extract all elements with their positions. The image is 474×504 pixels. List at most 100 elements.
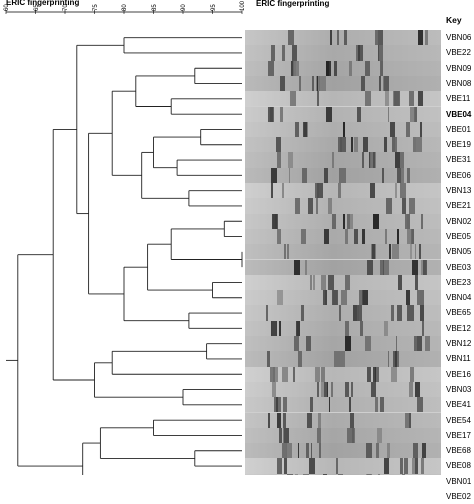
gel-band <box>406 213 411 229</box>
gel-band <box>331 213 336 229</box>
gel-band <box>407 305 414 321</box>
gel-band <box>295 121 299 138</box>
gel-band <box>424 30 428 46</box>
gel-band <box>271 167 278 183</box>
gel-band <box>365 443 373 459</box>
gel-band <box>417 397 424 413</box>
gel-band <box>338 473 344 475</box>
gel-band <box>344 336 351 352</box>
gel-band <box>412 259 418 275</box>
gel-band <box>286 473 293 475</box>
sample-key-label: VBN11 <box>446 354 471 364</box>
sample-key-label: VBE02 <box>446 492 471 501</box>
gel-band <box>400 152 405 168</box>
sample-key-label: VBN03 <box>446 384 472 394</box>
sample-key-label: VBN12 <box>446 339 472 348</box>
gel-band <box>379 75 381 92</box>
gel-band <box>350 381 354 398</box>
gel-band <box>370 244 377 260</box>
gel-band <box>411 228 414 245</box>
gel-band <box>394 91 401 107</box>
gel-band <box>316 91 320 107</box>
scale-title: ERIC fingerprinting <box>6 0 80 7</box>
gel-band <box>380 259 385 275</box>
gel-band <box>407 167 411 183</box>
gel-band <box>295 198 300 214</box>
gel-band <box>279 106 284 122</box>
gel-lane <box>245 198 441 214</box>
gel-band <box>281 183 285 199</box>
gel-band <box>399 183 407 199</box>
gel-band <box>334 351 341 367</box>
gel-band <box>269 366 276 382</box>
gel-band <box>405 121 411 138</box>
gel-band <box>360 75 366 92</box>
gel-band <box>283 397 288 413</box>
gel-band <box>345 274 350 291</box>
gel-band <box>420 458 424 474</box>
gel-band <box>356 106 362 122</box>
gel-band <box>392 137 396 153</box>
gel-band <box>290 60 294 76</box>
gel-lane <box>245 397 441 413</box>
gel-lane <box>245 290 441 306</box>
gel-band <box>337 30 340 46</box>
gel-band <box>414 274 419 291</box>
sample-key-label: VBN06 <box>446 33 472 42</box>
sample-key-label: VBN08 <box>446 78 472 88</box>
sample-key-label: VBE17 <box>446 430 471 440</box>
gel-band <box>381 167 384 183</box>
gel-band <box>293 336 299 352</box>
gel-lane <box>245 228 441 245</box>
gel-band <box>394 152 401 168</box>
gel-band <box>313 274 315 291</box>
gel-band <box>370 152 376 168</box>
gel-band <box>365 336 372 352</box>
gel-band <box>271 213 276 229</box>
gel-band <box>282 412 287 428</box>
gel-band <box>354 137 358 153</box>
gel-band <box>272 366 278 382</box>
gel-band <box>279 75 285 92</box>
gel-lane <box>245 152 441 168</box>
gel-band <box>361 228 365 245</box>
gel-band <box>409 91 415 107</box>
gel-band <box>412 137 417 153</box>
gel-band <box>359 320 364 336</box>
gel-band <box>413 106 417 122</box>
gel-band <box>350 412 354 428</box>
gel-band <box>272 320 276 336</box>
gel-band <box>267 60 274 76</box>
gel-band <box>271 381 276 398</box>
gel-band <box>284 244 286 260</box>
gel-band <box>333 290 337 306</box>
gel-band <box>292 45 298 61</box>
gel-band <box>284 458 288 474</box>
gel-band <box>277 458 283 474</box>
gel-band <box>396 305 403 321</box>
gel-band <box>293 259 300 275</box>
sample-key-label: VBE16 <box>446 369 471 379</box>
key-header: Key <box>446 15 462 25</box>
gel-band <box>409 366 414 382</box>
gel-lane <box>245 106 441 122</box>
gel-lane <box>245 366 441 382</box>
gel-band <box>383 320 389 336</box>
gel-band <box>340 290 348 306</box>
gel-band <box>396 228 399 245</box>
gel-band <box>279 427 282 444</box>
sample-key-label: VBE05 <box>446 231 471 241</box>
gel-lane <box>245 443 441 459</box>
gel-band <box>362 137 369 153</box>
gel-band <box>383 75 390 92</box>
gel-band <box>274 397 281 413</box>
sample-key-label: VBE08 <box>446 461 471 471</box>
gel-band <box>283 427 289 444</box>
gel-band <box>365 473 371 475</box>
gel-band <box>332 152 335 168</box>
gel-band <box>339 305 341 321</box>
sample-key-label: VBE31 <box>446 155 471 165</box>
gel-band <box>282 366 288 382</box>
gel-band <box>347 427 354 444</box>
gel-band <box>380 60 383 76</box>
